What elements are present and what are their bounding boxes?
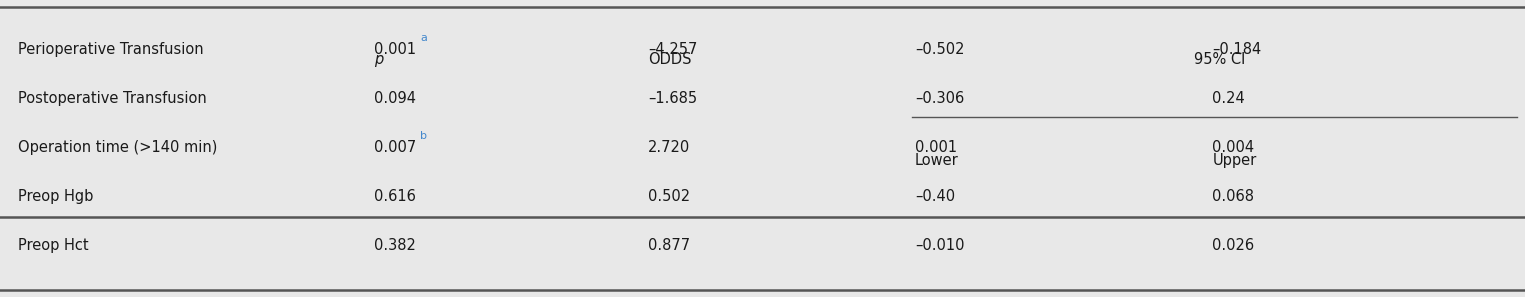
Text: Perioperative Transfusion: Perioperative Transfusion xyxy=(18,42,204,56)
Text: 2.720: 2.720 xyxy=(648,140,691,154)
Text: Preop Hct: Preop Hct xyxy=(18,238,88,252)
Text: ODDS: ODDS xyxy=(648,52,692,67)
Text: 95% CI: 95% CI xyxy=(1194,52,1246,67)
Text: Operation time (>140 min): Operation time (>140 min) xyxy=(18,140,218,154)
Text: 0.094: 0.094 xyxy=(374,91,416,105)
Text: –0.502: –0.502 xyxy=(915,42,964,56)
Text: 0.068: 0.068 xyxy=(1212,189,1255,203)
Text: –4.257: –4.257 xyxy=(648,42,697,56)
Text: b: b xyxy=(421,131,427,141)
Text: 0.026: 0.026 xyxy=(1212,238,1255,252)
Text: 0.004: 0.004 xyxy=(1212,140,1255,154)
Text: a: a xyxy=(421,33,427,43)
Text: p: p xyxy=(374,52,383,67)
Text: 0.001: 0.001 xyxy=(915,140,958,154)
Text: Postoperative Transfusion: Postoperative Transfusion xyxy=(18,91,207,105)
Text: –0.40: –0.40 xyxy=(915,189,955,203)
Text: 0.502: 0.502 xyxy=(648,189,691,203)
Text: 0.001: 0.001 xyxy=(374,42,416,56)
Text: –1.685: –1.685 xyxy=(648,91,697,105)
Text: Lower: Lower xyxy=(915,153,959,168)
Text: 0.24: 0.24 xyxy=(1212,91,1244,105)
Text: 0.382: 0.382 xyxy=(374,238,415,252)
Text: –0.306: –0.306 xyxy=(915,91,964,105)
Text: –0.184: –0.184 xyxy=(1212,42,1261,56)
Text: 0.007: 0.007 xyxy=(374,140,416,154)
Text: 0.616: 0.616 xyxy=(374,189,415,203)
Text: Preop Hgb: Preop Hgb xyxy=(18,189,93,203)
Text: 0.877: 0.877 xyxy=(648,238,691,252)
Text: –0.010: –0.010 xyxy=(915,238,964,252)
Text: Upper: Upper xyxy=(1212,153,1257,168)
